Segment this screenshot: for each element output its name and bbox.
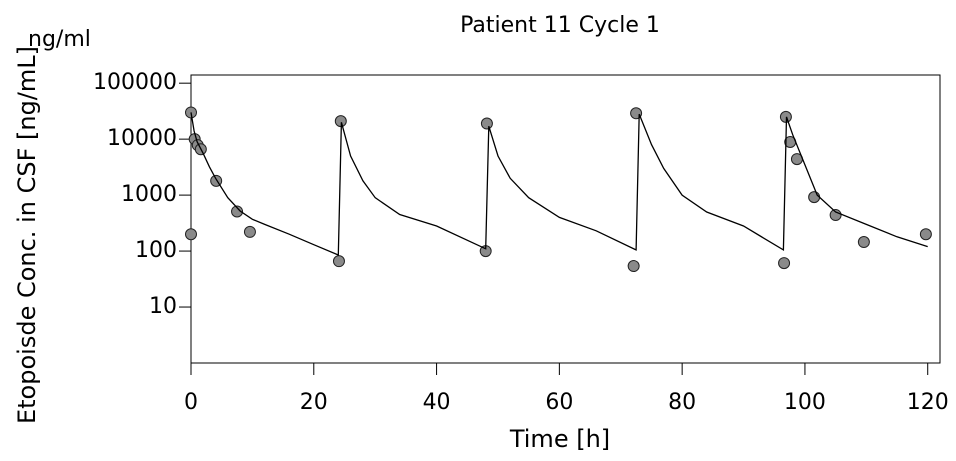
y-unit: ng/ml [28,27,91,52]
data-point [332,255,345,268]
y-tick-label: 100 [135,238,177,263]
x-tick-label: 120 [907,390,949,415]
model-curve [190,112,928,256]
y-tick-label: 100000 [93,70,177,95]
data-point [627,260,640,273]
data-point [919,228,932,241]
y-axis-label: Etopoisde Conc. in CSF [ng/mL] [13,46,41,424]
data-point [808,191,821,204]
x-tick-label: 100 [784,390,826,415]
x-tick-label: 40 [423,390,451,415]
y-tick-label: 10 [149,294,177,319]
x-tick-label: 0 [184,390,198,415]
data-point [185,228,197,241]
data-point [480,117,493,130]
x-axis-label: Time [h] [509,425,610,453]
data-point [857,236,870,249]
chart-title: Patient 11 Cycle 1 [460,13,660,38]
data-point [243,225,256,238]
y-tick-label: 10000 [107,126,177,151]
data-point [231,205,244,218]
plot-frame [190,74,941,364]
y-tick-label: 1000 [121,182,177,207]
x-tick-label: 60 [545,390,573,415]
x-tick-label: 20 [300,390,328,415]
x-tick-label: 80 [668,390,696,415]
data-point [778,257,791,270]
data-point [829,209,842,222]
